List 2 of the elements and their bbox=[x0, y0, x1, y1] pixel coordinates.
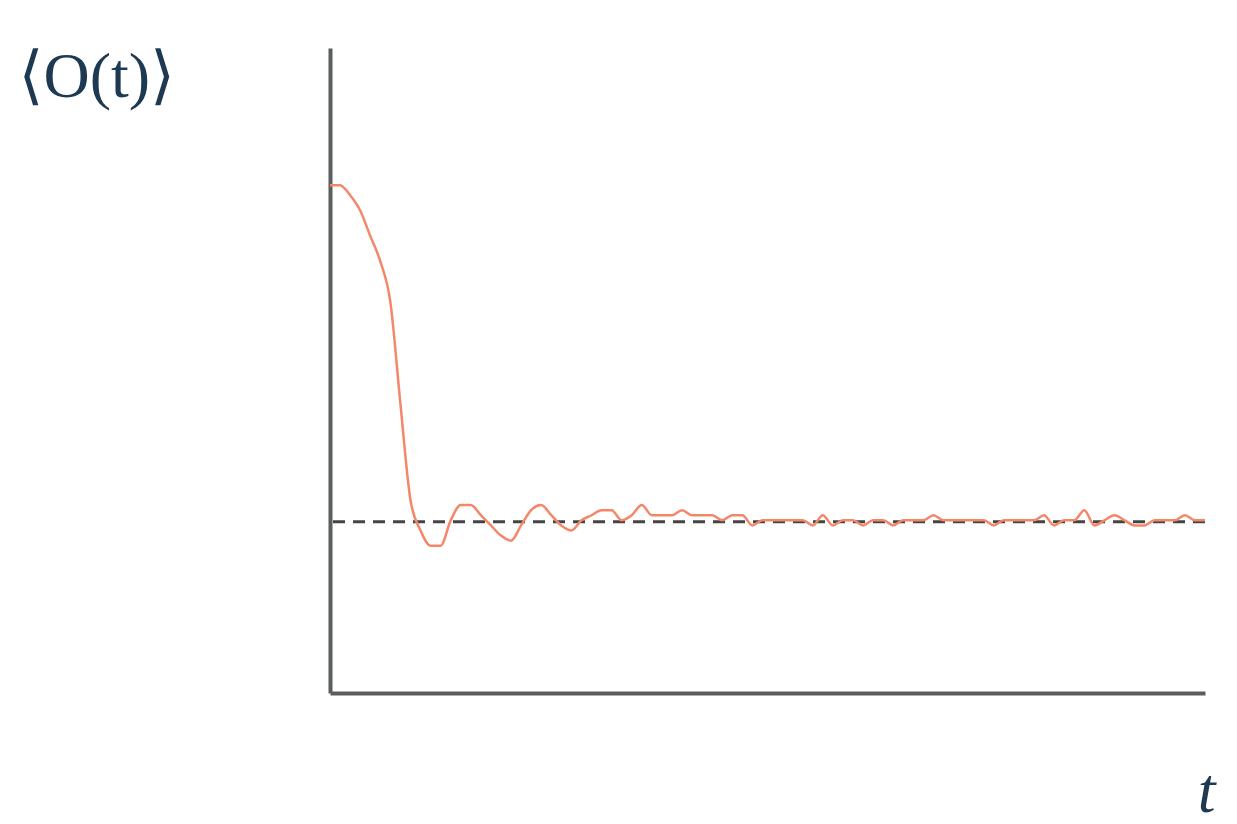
y-axis-title: ⟨O(t)⟩ bbox=[18, 39, 176, 111]
x-axis-title: t bbox=[1197, 754, 1218, 824]
